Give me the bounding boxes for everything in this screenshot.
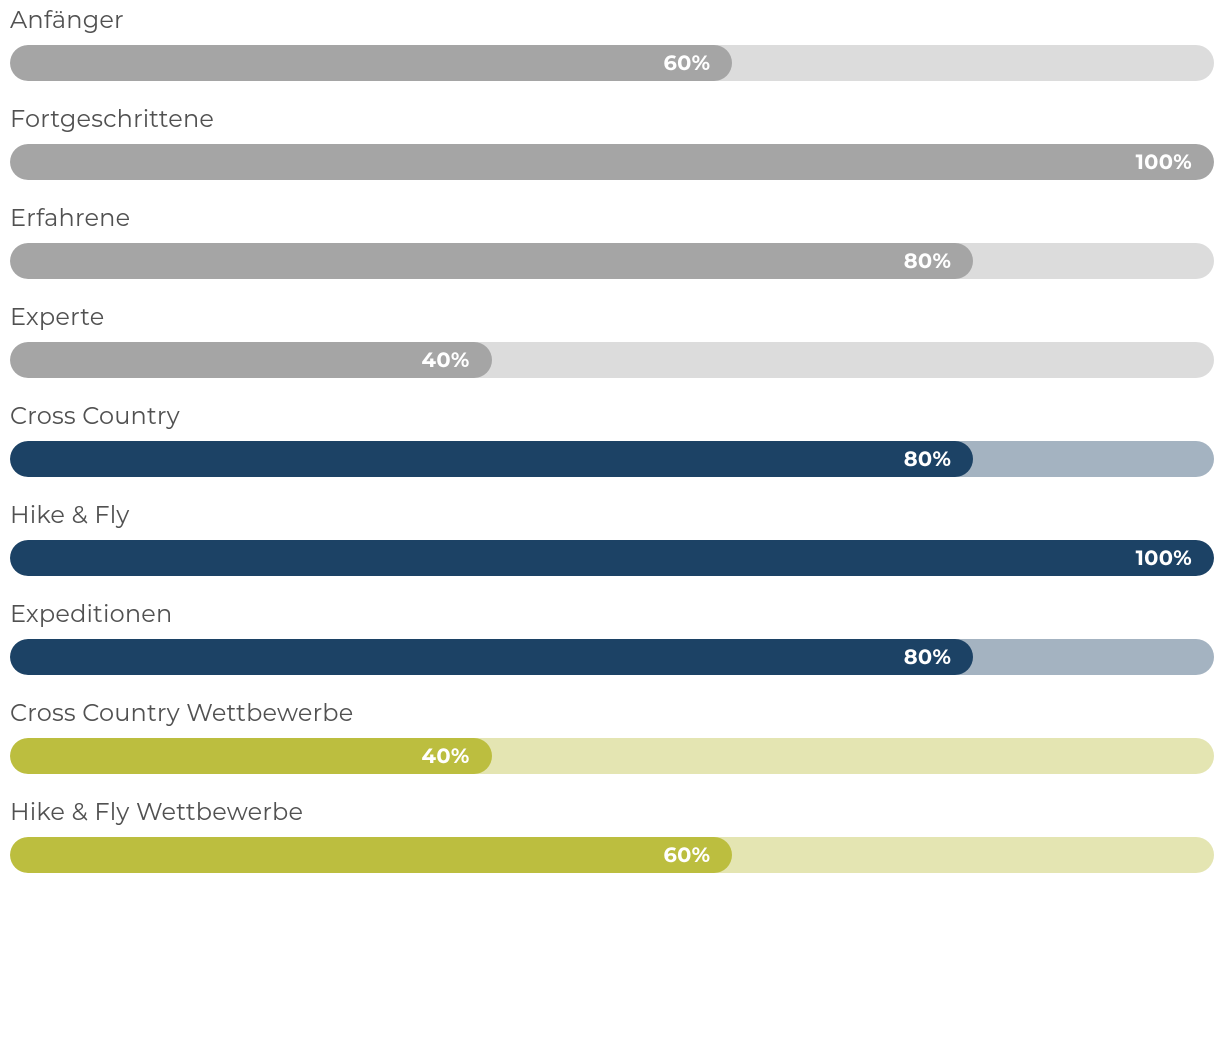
bar-label: Erfahrene: [10, 204, 1214, 233]
bar-label: Fortgeschrittene: [10, 105, 1214, 134]
bar-percent: 40%: [422, 348, 470, 373]
bar-track: 40%: [10, 738, 1214, 774]
bar-track: 100%: [10, 540, 1214, 576]
bar-track: 60%: [10, 837, 1214, 873]
bar-percent: 80%: [904, 447, 951, 472]
bar-track: 60%: [10, 45, 1214, 81]
bar-label: Cross Country Wettbewerbe: [10, 699, 1214, 728]
bar-item: Expeditionen 80%: [10, 600, 1214, 675]
bar-label: Cross Country: [10, 402, 1214, 431]
bar-track: 80%: [10, 441, 1214, 477]
bar-item: Fortgeschrittene 100%: [10, 105, 1214, 180]
bar-percent: 100%: [1136, 150, 1192, 175]
bar-track: 100%: [10, 144, 1214, 180]
bar-item: Experte 40%: [10, 303, 1214, 378]
bar-fill: 80%: [10, 243, 973, 279]
bar-item: Anfänger 60%: [10, 6, 1214, 81]
bar-track: 80%: [10, 639, 1214, 675]
bar-label: Expeditionen: [10, 600, 1214, 629]
bar-fill: 60%: [10, 837, 732, 873]
progress-bar-chart: Anfänger 60% Fortgeschrittene 100% Erfahrene…: [10, 6, 1214, 873]
bar-item: Cross Country Wettbewerbe 40%: [10, 699, 1214, 774]
bar-item: Cross Country 80%: [10, 402, 1214, 477]
bar-percent: 60%: [663, 843, 710, 868]
bar-percent: 100%: [1136, 546, 1192, 571]
bar-label: Hike & Fly: [10, 501, 1214, 530]
bar-fill: 100%: [10, 540, 1214, 576]
bar-percent: 80%: [904, 645, 951, 670]
bar-fill: 60%: [10, 45, 732, 81]
bar-fill: 80%: [10, 639, 973, 675]
bar-percent: 80%: [904, 249, 951, 274]
bar-track: 80%: [10, 243, 1214, 279]
bar-fill: 80%: [10, 441, 973, 477]
bar-item: Hike & Fly 100%: [10, 501, 1214, 576]
bar-item: Hike & Fly Wettbewerbe 60%: [10, 798, 1214, 873]
bar-label: Anfänger: [10, 6, 1214, 35]
bar-percent: 60%: [663, 51, 710, 76]
bar-track: 40%: [10, 342, 1214, 378]
bar-percent: 40%: [422, 744, 470, 769]
bar-item: Erfahrene 80%: [10, 204, 1214, 279]
bar-fill: 40%: [10, 738, 492, 774]
bar-label: Hike & Fly Wettbewerbe: [10, 798, 1214, 827]
bar-label: Experte: [10, 303, 1214, 332]
bar-fill: 40%: [10, 342, 492, 378]
bar-fill: 100%: [10, 144, 1214, 180]
